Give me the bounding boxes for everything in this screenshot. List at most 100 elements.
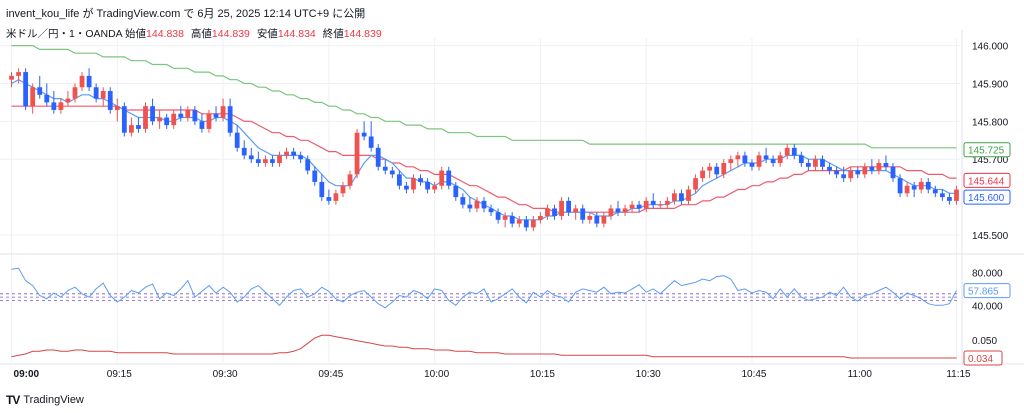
candle-body <box>721 162 727 175</box>
candle-body <box>185 109 191 118</box>
candle-body <box>16 72 21 76</box>
lower-value-tag: 0.034 <box>968 354 993 365</box>
candle-body <box>820 159 825 167</box>
candle-body <box>199 121 205 129</box>
osc-tick-label: 40.000 <box>972 301 1003 312</box>
candle-body <box>841 174 847 179</box>
candle-body <box>432 185 438 190</box>
candle-body <box>601 216 607 224</box>
lower-tick-label: 0.050 <box>972 336 997 347</box>
candle-body <box>375 147 381 167</box>
candle-body <box>714 166 720 175</box>
candle-body <box>516 219 522 224</box>
osc-line <box>11 267 957 309</box>
candle-body <box>594 216 600 224</box>
candle-body <box>509 216 515 224</box>
candle-body <box>389 170 395 175</box>
candle-body <box>107 91 113 110</box>
y-tick-label: 145.500 <box>972 231 1009 242</box>
candle-body <box>735 155 741 160</box>
lower-indicator-line <box>11 334 957 359</box>
x-tick-label: 09:45 <box>318 369 343 380</box>
candle-body <box>361 132 367 137</box>
symbol-info-bar: 米ドル／円・1・OANDA 始値144.838 高値144.839 安値144.… <box>6 26 386 41</box>
high-label: 高値 <box>190 28 212 40</box>
high-value: 144.839 <box>211 28 250 40</box>
candle-body <box>262 159 268 163</box>
x-tick-label: 10:15 <box>530 369 555 380</box>
ma-slow-line <box>11 44 957 149</box>
candle-body <box>869 166 875 171</box>
candle-body <box>545 208 550 217</box>
symbol-name[interactable]: 米ドル／円・1・OANDA <box>6 28 123 40</box>
osc-value-tag-box <box>963 283 1011 299</box>
candle-body <box>523 219 529 228</box>
candle-body <box>904 185 910 194</box>
candle-body <box>813 159 818 167</box>
candle-body <box>530 219 536 228</box>
candle-body <box>672 193 677 201</box>
price-tag-label: 145.725 <box>968 146 1005 157</box>
candle-body <box>939 193 945 198</box>
x-tick-label: 10:45 <box>741 369 766 380</box>
x-tick-label: 11:15 <box>946 369 971 380</box>
candle-body <box>763 155 769 160</box>
candle-body <box>615 208 621 213</box>
y-tick-label: 145.700 <box>972 155 1009 166</box>
candle-body <box>93 87 99 99</box>
candle-body <box>79 75 85 88</box>
tradingview-brand[interactable]: TV TradingView <box>6 393 84 407</box>
candle-body <box>954 189 959 201</box>
candle-body <box>686 189 691 201</box>
candle-body <box>798 155 804 163</box>
candle-body <box>791 147 797 156</box>
candle-body <box>925 181 931 190</box>
candle-body <box>749 162 755 167</box>
candle-body <box>911 185 917 190</box>
candle-body <box>679 193 684 201</box>
candle-body <box>368 136 374 148</box>
ma-mid-line <box>11 105 957 213</box>
candle-body <box>277 155 282 163</box>
candle-body <box>206 113 212 129</box>
candle-body <box>100 91 106 99</box>
candle-body <box>693 178 698 190</box>
candle-body <box>298 155 304 160</box>
price-tag-box <box>963 142 1011 158</box>
x-tick-label: 09:30 <box>213 369 238 380</box>
candle-body <box>270 159 275 163</box>
brand-name: TradingView <box>23 394 84 406</box>
osc-tick-label: 80.000 <box>972 268 1003 279</box>
candle-body <box>947 197 952 201</box>
candle-body <box>862 166 868 175</box>
candle-body <box>784 147 790 156</box>
candle-body <box>51 102 57 110</box>
candle-body <box>439 170 445 186</box>
tradingview-logo-icon: TV <box>6 393 20 407</box>
candle-body <box>587 216 593 220</box>
candle-body <box>650 200 656 205</box>
candle-body <box>770 159 776 163</box>
candle-body <box>495 212 501 220</box>
candle-body <box>37 87 43 95</box>
candle-body <box>58 102 64 110</box>
candle-body <box>538 216 543 220</box>
candle-body <box>418 178 423 182</box>
close-value: 144.839 <box>343 28 382 40</box>
candle-body <box>481 200 487 209</box>
candle-body <box>573 208 579 213</box>
candle-body <box>347 174 353 186</box>
candle-body <box>143 106 148 129</box>
candle-body <box>629 204 635 209</box>
price-tag-box <box>963 172 1011 188</box>
candle-body <box>178 113 184 118</box>
candle-body <box>446 170 452 186</box>
candle-body <box>150 106 155 122</box>
candle-body <box>333 193 339 201</box>
candle-body <box>460 197 466 205</box>
candle-body <box>883 162 889 167</box>
candle-body <box>404 185 409 190</box>
candle-body <box>164 117 170 126</box>
lower-value-tag-box <box>963 350 1003 366</box>
